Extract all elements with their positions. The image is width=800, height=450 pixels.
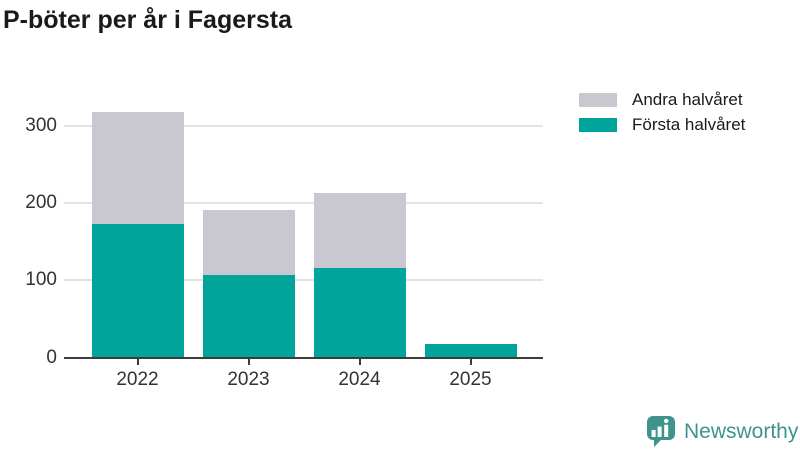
bar-segment-andra-halv-ret-2024 [313,192,406,268]
bar-segment-f-rsta-halv-ret-2023 [202,274,295,358]
legend-label-andra-halvaret: Andra halvåret [632,90,743,109]
bar-segment-f-rsta-halv-ret-2024 [313,267,406,358]
bar-segment-andra-halv-ret-2023 [202,209,295,275]
newsworthy-logo-text: Newsworthy [684,420,799,443]
legend-item-forsta-halvaret: Första halvåret [579,115,746,134]
grid-line-300 [64,124,543,127]
legend-swatch-forsta-halvaret [579,118,617,132]
x-tick-2022 [136,358,139,365]
x-tick-label-2022: 2022 [116,369,159,390]
grid-line-200 [64,201,543,204]
x-tick-2025 [469,358,472,365]
x-tick-2024 [358,358,361,365]
x-tick-label-2023: 2023 [227,369,270,390]
newsworthy-logo: Newsworthy [646,416,798,447]
x-axis-line [64,356,543,359]
newsworthy-bar-chart-bubble-icon [647,416,675,447]
chart-title: P-böter per år i Fagersta [3,6,292,34]
bar-segment-f-rsta-halv-ret-2022 [91,223,184,358]
x-tick-label-2025: 2025 [449,369,492,390]
x-tick-2023 [247,358,250,365]
y-tick-label-0: 0 [46,346,57,368]
y-tick-label-100: 100 [25,269,57,291]
legend: Andra halvåret Första halvåret [579,90,746,143]
legend-item-andra-halvaret: Andra halvåret [579,90,745,109]
y-tick-label-300: 300 [25,114,57,136]
y-tick-label-200: 200 [25,191,57,213]
bar-segment-andra-halv-ret-2022 [91,111,184,224]
x-tick-label-2024: 2024 [338,369,381,390]
grid-line-100 [64,279,543,282]
legend-label-forsta-halvaret: Första halvåret [632,115,746,134]
bar-segment-f-rsta-halv-ret-2025 [424,343,517,358]
legend-swatch-andra-halvaret [579,93,617,107]
